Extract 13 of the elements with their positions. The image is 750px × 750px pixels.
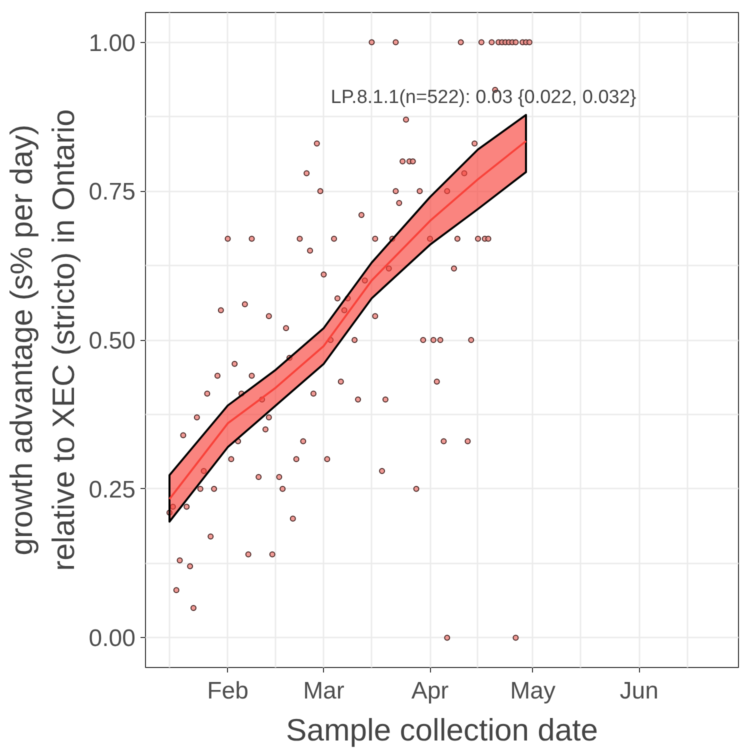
x-tick-label: Feb [207,678,248,704]
y-tick-label: 1.00 [88,30,136,57]
x-tick-label: Mar [303,678,344,704]
annotation: LP.8.1.1(n=522): 0.03 {0.022, 0.032} [330,87,636,108]
y-tick-label: 0.00 [88,625,136,652]
y-tick-label: 0.75 [88,178,136,206]
x-tick-label: May [510,678,556,704]
x-tick-label: Apr [411,678,449,704]
x-axis-title: Sample collection date [286,712,598,748]
y-axis-title: growth advantage (s% per day) relative to XEC (stricto) in Ontario [4,109,81,571]
y-tick-label: 0.50 [88,328,136,354]
x-tick-label: Jun [620,678,658,704]
y-tick-label: 0.25 [88,476,136,504]
